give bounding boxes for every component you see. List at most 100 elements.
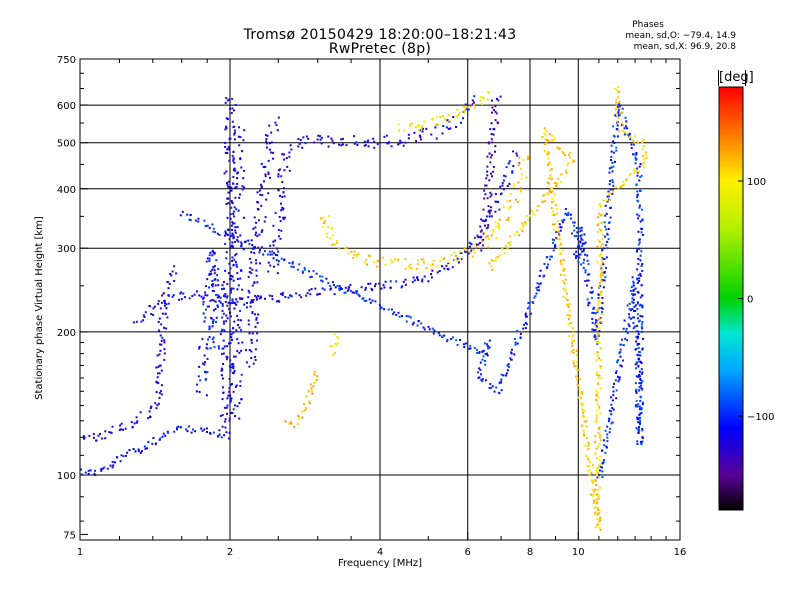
echo-point [274,254,277,256]
echo-point [599,433,601,436]
echo-point [130,421,133,424]
echo-point [227,202,230,205]
echo-point [637,257,640,260]
echo-point [617,90,620,93]
echo-point [430,276,433,279]
echo-point [515,198,517,201]
echo-point [206,347,209,350]
echo-point [236,183,239,185]
echo-point [224,420,227,423]
echo-point [149,416,152,418]
echo-point [488,339,491,342]
echo-point [210,272,213,275]
echo-point [409,267,412,270]
echo-point [599,469,601,472]
echo-point [564,212,567,215]
echo-point [492,230,495,233]
echo-point [598,517,601,520]
echo-point [219,301,222,304]
echo-point [119,424,122,427]
echo-point [222,320,225,323]
echo-point [234,104,237,106]
echo-point [398,129,400,132]
echo-point [640,227,643,230]
echo-point [575,250,578,253]
echo-point [232,365,235,368]
echo-point [626,339,629,342]
echo-point [637,200,640,203]
echo-point [229,107,231,110]
echo-point [181,210,184,213]
echo-point [494,145,497,148]
echo-point [381,256,384,259]
echo-point [543,132,546,135]
echo-point [549,255,552,258]
echo-point [438,270,441,272]
echo-point [272,257,275,260]
echo-point [231,232,234,235]
echo-point [610,144,613,147]
echo-point [619,343,622,346]
echo-point [597,520,600,523]
echo-point [601,233,604,236]
echo-point [597,293,600,296]
echo-point [616,120,619,123]
echo-point [229,330,232,333]
echo-point [450,254,453,257]
echo-point [197,220,200,223]
echo-point [213,265,216,267]
echo-point [229,359,232,362]
echo-point [556,238,559,241]
echo-point [471,255,474,258]
echo-point [592,464,594,467]
echo-point [267,171,270,174]
echo-point [602,247,605,250]
echo-point [581,424,583,427]
echo-point [122,428,124,431]
echo-point [595,319,598,321]
echo-point [421,278,424,281]
echo-point [473,101,475,104]
echo-point [637,360,640,363]
echo-point [277,299,280,302]
echo-point [641,304,644,307]
echo-point [323,220,326,223]
echo-point [637,274,640,277]
echo-point [331,139,334,142]
echo-point [284,420,287,423]
echo-point [465,108,468,111]
echo-point [580,237,583,240]
echo-point [80,473,83,476]
echo-point [596,337,599,340]
echo-point [599,275,602,278]
echo-point [379,306,382,309]
echo-point [212,309,215,312]
echo-point [331,354,334,357]
echo-point [211,285,214,288]
echo-point [529,312,532,315]
echo-point [260,246,263,249]
echo-point [489,161,492,164]
echo-point [124,427,127,430]
echo-point [636,405,639,408]
echo-point [453,251,456,254]
echo-point [558,244,561,247]
echo-point [417,279,419,281]
echo-point [621,184,624,187]
echo-point [213,272,216,275]
echo-point [411,323,414,326]
echo-point [513,338,516,340]
echo-point [499,381,502,384]
echo-point [595,469,598,472]
echo-point [538,283,541,286]
echo-point [561,150,564,153]
echo-point [231,228,233,231]
echo-point [498,254,501,257]
echo-point [548,139,551,142]
phase-stats-header: Phases [632,20,664,30]
echo-point [391,313,394,316]
echo-point [232,212,235,215]
echo-point [595,447,598,450]
echo-point [188,425,190,428]
echo-point [601,313,603,316]
